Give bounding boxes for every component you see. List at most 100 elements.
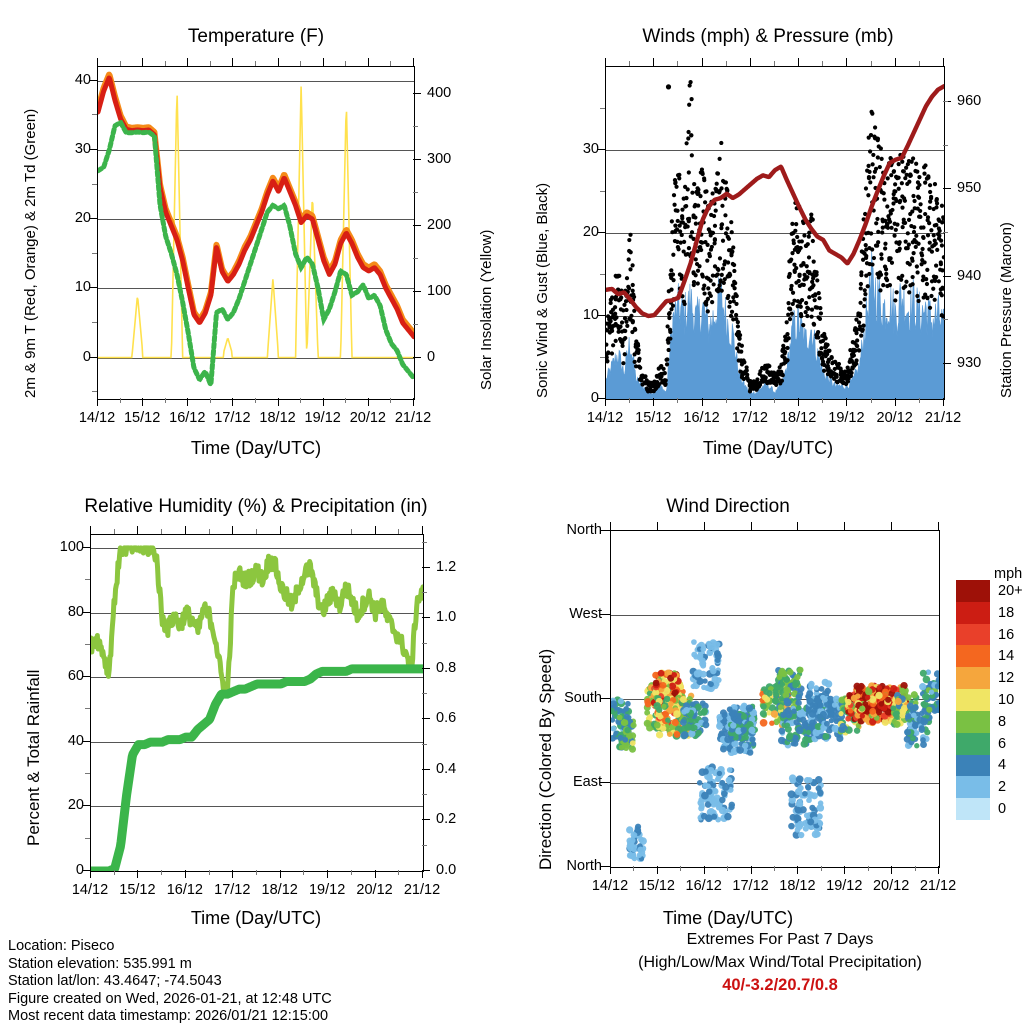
y-tick-label-right: 0.0 (436, 862, 457, 878)
y-tick-minor-right (422, 693, 427, 695)
x-tick-mark (413, 398, 414, 406)
y-tick-mark (82, 805, 90, 807)
x-tick-minor (390, 398, 392, 403)
y-tick-mark (82, 740, 90, 742)
y-tick-label: West (569, 606, 602, 622)
x-tick-label: 16/12 (685, 878, 722, 894)
x-tick-minor (633, 866, 635, 871)
gridline-horizontal (91, 547, 423, 549)
y-tick-label: 40 (67, 732, 84, 749)
wind-direction-panel: Wind Direction Direction (Colored By Spe… (512, 470, 1024, 940)
y-tick-minor-right (413, 125, 418, 127)
y-tick-label: 30 (74, 141, 91, 157)
colorbar-swatch (956, 776, 990, 799)
x-tick-label: 21/12 (394, 410, 432, 426)
x-tick-label: 21/12 (924, 410, 962, 426)
x-tick-mark (701, 398, 703, 406)
x-tick-mark (605, 398, 606, 406)
x-tick-mark-top (797, 522, 799, 530)
x-tick-minor-top (119, 61, 121, 66)
x-tick-minor-top (350, 529, 352, 534)
x-tick-mark (703, 866, 705, 874)
y-tick-mark (82, 546, 90, 548)
x-tick-label: 17/12 (214, 410, 251, 426)
x-tick-label: 17/12 (731, 410, 768, 426)
x-tick-minor (774, 866, 775, 871)
x-tick-mark-top (605, 58, 606, 66)
y-tick-minor (92, 114, 97, 116)
y-tick-minor-right (422, 743, 427, 745)
x-tick-label: 15/12 (638, 878, 675, 894)
x-tick-label: 18/12 (261, 882, 298, 898)
x-tick-label: 18/12 (259, 410, 296, 426)
x-tick-mark-top (413, 58, 414, 66)
x-tick-mark (891, 866, 893, 874)
x-tick-mark (610, 866, 611, 874)
gridline-horizontal (98, 80, 414, 82)
gridline-horizontal (98, 150, 414, 151)
y-tick-mark-right (943, 188, 951, 190)
y-tick-label: 20 (582, 224, 599, 240)
wind-direction-points (611, 639, 939, 862)
y-tick-label-right: 950 (957, 180, 982, 197)
humidity-chart-title: Relative Humidity (%) & Precipitation (i… (84, 496, 428, 517)
gridline-horizontal (98, 288, 414, 290)
x-tick-mark-top (750, 522, 752, 530)
y-tick-label: 100 (59, 538, 84, 555)
x-tick-mark-top (187, 58, 189, 66)
x-tick-label: 18/12 (779, 410, 817, 426)
x-tick-mark-top (232, 58, 234, 66)
x-tick-minor (867, 866, 869, 871)
temperature-panel: Temperature (F) 2m & 9m T (Red, Orange) … (0, 0, 512, 470)
gridline-horizontal (611, 615, 939, 616)
x-tick-minor (727, 866, 729, 871)
pressure-y-axis-label: Station Pressure (Maroon) (998, 222, 1015, 398)
x-tick-mark (322, 398, 324, 406)
y-tick-minor (600, 107, 605, 109)
y-tick-minor (600, 356, 605, 358)
data-timestamp-line: Most recent data timestamp: 2026/01/21 1… (8, 1008, 329, 1024)
colorbar-swatch (956, 798, 990, 821)
gridline-horizontal (606, 150, 944, 151)
x-tick-label: 20/12 (876, 410, 913, 426)
x-tick-minor (350, 870, 352, 875)
x-tick-label: 21/12 (403, 882, 441, 898)
y-tick-mark-right (943, 363, 951, 365)
x-tick-label: 17/12 (732, 878, 769, 894)
temperature-plot-area (97, 66, 415, 400)
colorbar-tick-label: 16 (998, 626, 1015, 643)
x-tick-minor (914, 866, 916, 871)
wind-direction-x-axis-label: Time (Day/UTC) (662, 908, 794, 928)
x-tick-mark (97, 398, 98, 406)
colorbar-swatch (956, 689, 990, 712)
y-tick-minor-right (413, 191, 418, 193)
y-tick-minor-right (422, 844, 427, 846)
y-tick-label-right: 1.2 (436, 558, 457, 575)
humidity-y-axis-label: Percent & Total Rainfall (24, 669, 43, 846)
x-tick-mark-top (656, 522, 658, 530)
y-tick-minor-right (943, 319, 948, 321)
humidity-x-axis-label: Time (Day/UTC) (190, 908, 322, 928)
x-tick-minor (303, 870, 305, 875)
y-tick-mark (89, 218, 97, 220)
gridline-horizontal (91, 741, 423, 743)
y-tick-mark (597, 149, 605, 150)
total-rainfall-line (91, 664, 423, 871)
x-tick-mark (367, 398, 369, 406)
x-tick-label: 14/12 (71, 882, 109, 898)
y-tick-mark (600, 866, 610, 867)
y-tick-minor (85, 708, 90, 710)
colorbar-tick-label: 6 (998, 735, 1007, 752)
dewpoint-2m-line (98, 119, 414, 392)
x-tick-mark (844, 866, 846, 874)
x-tick-minor (680, 866, 682, 871)
gridline-horizontal (606, 233, 944, 234)
x-tick-label: 20/12 (872, 878, 910, 894)
colorbar-tick-label: 2 (998, 779, 1007, 796)
elevation-line: Station elevation: 535.991 m (8, 955, 192, 972)
x-tick-minor (822, 398, 824, 403)
x-tick-minor (345, 398, 347, 403)
x-tick-mark (653, 398, 655, 406)
y-tick-label: 0 (75, 862, 84, 878)
